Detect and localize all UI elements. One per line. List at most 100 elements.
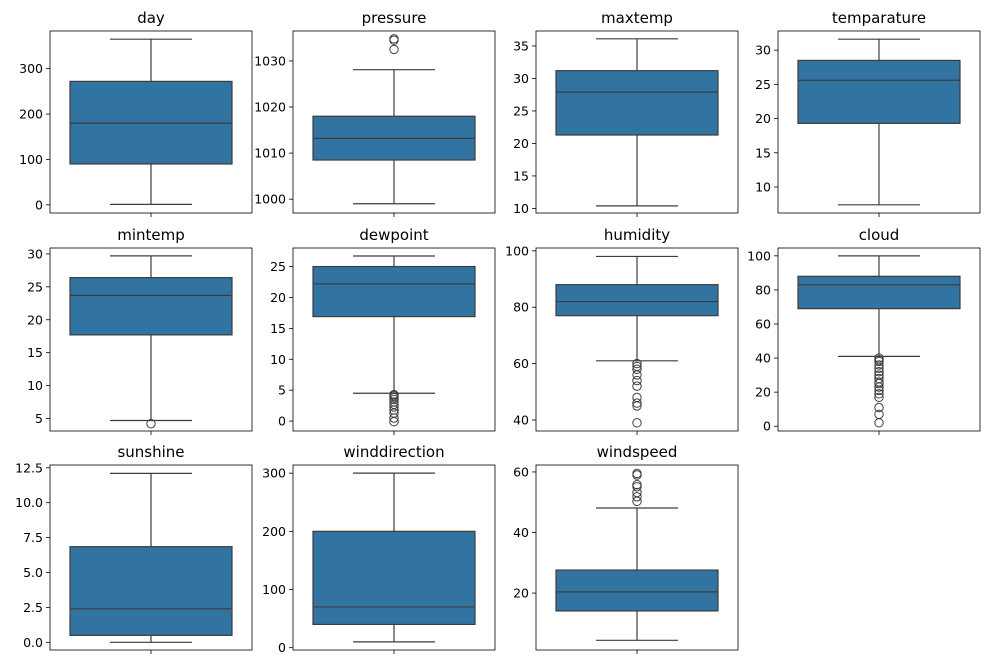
- boxplot-panel-cloud: cloud 0 20 40 60 80 100: [747, 226, 981, 435]
- panel-title: winddirection: [343, 443, 444, 461]
- outlier-point: [632, 375, 642, 386]
- y-tick-label: 15: [27, 345, 43, 360]
- y-tick-label: 200: [19, 107, 43, 122]
- y-tick-label: 0: [278, 414, 286, 429]
- y-tick-label: 10: [513, 201, 529, 216]
- y-tick-label: 40: [755, 351, 771, 366]
- y-tick-label: 1010: [254, 146, 286, 161]
- outlier-point: [389, 34, 399, 44]
- y-tick-label: 10: [270, 352, 286, 367]
- boxplot-panel-maxtemp: maxtemp 10 15 20 25 30 35: [513, 9, 739, 217]
- outlier-point: [632, 358, 642, 369]
- y-tick-label: 15: [513, 168, 529, 183]
- iqr-box: [69, 546, 233, 636]
- y-tick-label: 10.0: [15, 495, 43, 510]
- y-tick-label: 15: [755, 145, 771, 160]
- y-tick-label: 5.0: [23, 565, 43, 580]
- outlier-point: [632, 392, 642, 403]
- outlier-point: [874, 418, 884, 428]
- y-tick-label: 30: [27, 246, 43, 261]
- y-tick-label: 10: [755, 180, 771, 195]
- y-tick-label: 20: [513, 136, 529, 151]
- boxplot-panel-sunshine: sunshine 0.0 2.5 5.0 7.5 10.0 12.5: [15, 443, 253, 654]
- boxplot-panel-pressure: pressure 1000 1010 1020 1030: [254, 9, 496, 217]
- iqr-box: [312, 265, 476, 318]
- outlier-point: [874, 360, 884, 370]
- y-tick-label: 30: [513, 71, 529, 86]
- outlier-point: [632, 492, 642, 502]
- outlier-point: [389, 389, 399, 400]
- y-tick-label: 25: [270, 259, 286, 274]
- panel-title: maxtemp: [601, 9, 673, 27]
- y-tick-label: 25: [27, 279, 43, 294]
- y-tick-label: 2.5: [23, 600, 43, 615]
- outlier-point: [632, 398, 642, 408]
- y-tick-label: 20: [270, 290, 286, 305]
- outlier-point: [874, 402, 884, 413]
- panel-title: dewpoint: [359, 226, 428, 244]
- y-tick-label: 100: [262, 582, 286, 597]
- y-tick-label: 12.5: [15, 460, 43, 475]
- y-tick-label: 35: [513, 38, 529, 53]
- y-tick-label: 60: [513, 356, 529, 371]
- y-tick-label: 7.5: [23, 530, 43, 545]
- boxplot-panel-day: day 0 100 200 300: [19, 9, 253, 217]
- outlier-point: [874, 353, 884, 363]
- y-tick-label: 1020: [254, 100, 286, 115]
- panel-title: temparature: [832, 9, 926, 27]
- outlier-point: [874, 409, 884, 420]
- panel-title: humidity: [604, 226, 670, 244]
- y-tick-label: 20: [755, 111, 771, 126]
- y-tick-label: 0: [763, 419, 771, 434]
- y-tick-label: 60: [755, 316, 771, 331]
- outlier-point: [389, 402, 399, 412]
- panel-title: windspeed: [597, 443, 678, 461]
- y-tick-label: 1000: [254, 192, 286, 207]
- panel-title: pressure: [362, 9, 427, 27]
- outlier-point: [632, 479, 642, 490]
- outlier-point: [632, 487, 642, 498]
- y-tick-label: 20: [513, 586, 529, 601]
- outlier-point: [632, 468, 642, 479]
- y-tick-label: 100: [505, 243, 529, 258]
- y-tick-label: 100: [747, 248, 771, 263]
- outlier-point: [146, 419, 156, 429]
- y-tick-label: 30: [755, 43, 771, 58]
- y-tick-label: 100: [19, 152, 43, 167]
- outlier-point: [632, 364, 642, 374]
- y-tick-label: 200: [262, 524, 286, 539]
- boxplot-panel-windspeed: windspeed 20 40 60: [513, 443, 739, 654]
- y-tick-label: 80: [755, 282, 771, 297]
- iqr-box: [797, 59, 961, 124]
- outlier-point: [874, 377, 884, 387]
- y-tick-label: 0: [35, 197, 43, 212]
- boxplot-panel-temparature: temparature 10 15 20 25 30: [755, 9, 981, 217]
- iqr-box: [312, 530, 476, 626]
- y-tick-label: 15: [270, 321, 286, 336]
- outlier-point: [874, 367, 884, 377]
- outlier-point: [632, 381, 642, 391]
- y-tick-label: 1030: [254, 53, 286, 68]
- iqr-box: [555, 284, 719, 317]
- iqr-box: [69, 277, 233, 336]
- outlier-point: [632, 361, 642, 372]
- outlier-point: [874, 392, 884, 402]
- outlier-point: [632, 418, 642, 428]
- outlier-point: [874, 370, 884, 380]
- iqr-box: [797, 275, 961, 310]
- y-tick-label: 20: [755, 385, 771, 400]
- y-tick-label: 40: [513, 413, 529, 428]
- panel-title: cloud: [859, 226, 900, 244]
- y-tick-label: 0: [278, 640, 286, 655]
- y-tick-label: 25: [755, 77, 771, 92]
- boxplot-panel-mintemp: mintemp 5 10 15 20 25 30: [27, 226, 253, 435]
- outlier-point: [874, 389, 884, 399]
- y-tick-label: 5: [35, 411, 43, 426]
- y-tick-label: 0.0: [23, 635, 43, 650]
- outlier-point: [874, 373, 884, 384]
- outlier-point: [389, 44, 399, 55]
- iqr-box: [555, 70, 719, 136]
- iqr-box: [555, 569, 719, 612]
- boxplot-panel-dewpoint: dewpoint 0 5 10 15 20 25: [270, 226, 496, 435]
